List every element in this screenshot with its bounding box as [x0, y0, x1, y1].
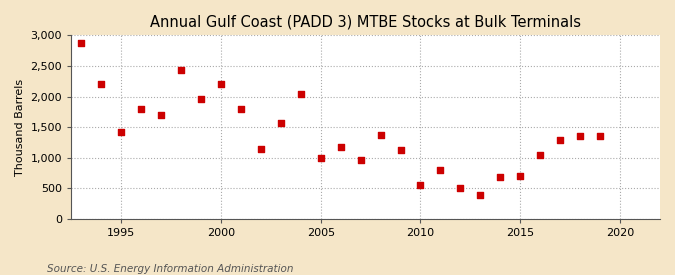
- Point: [555, 138, 566, 142]
- Point: [296, 92, 306, 96]
- Point: [236, 107, 246, 111]
- Point: [76, 41, 86, 45]
- Point: [176, 68, 186, 72]
- Point: [275, 121, 286, 126]
- Point: [415, 183, 426, 188]
- Point: [255, 147, 266, 152]
- Point: [136, 107, 146, 111]
- Title: Annual Gulf Coast (PADD 3) MTBE Stocks at Bulk Terminals: Annual Gulf Coast (PADD 3) MTBE Stocks a…: [150, 15, 581, 30]
- Point: [355, 158, 366, 163]
- Point: [475, 193, 486, 197]
- Point: [495, 175, 506, 179]
- Point: [375, 133, 386, 137]
- Point: [395, 148, 406, 153]
- Point: [515, 174, 526, 178]
- Point: [595, 134, 605, 139]
- Point: [156, 113, 167, 117]
- Point: [535, 153, 545, 158]
- Point: [196, 97, 207, 101]
- Point: [435, 168, 446, 172]
- Point: [575, 134, 586, 139]
- Point: [115, 130, 126, 134]
- Point: [315, 156, 326, 160]
- Point: [455, 186, 466, 190]
- Text: Source: U.S. Energy Information Administration: Source: U.S. Energy Information Administ…: [47, 264, 294, 274]
- Point: [215, 81, 226, 86]
- Point: [335, 145, 346, 150]
- Point: [96, 82, 107, 87]
- Y-axis label: Thousand Barrels: Thousand Barrels: [15, 79, 25, 176]
